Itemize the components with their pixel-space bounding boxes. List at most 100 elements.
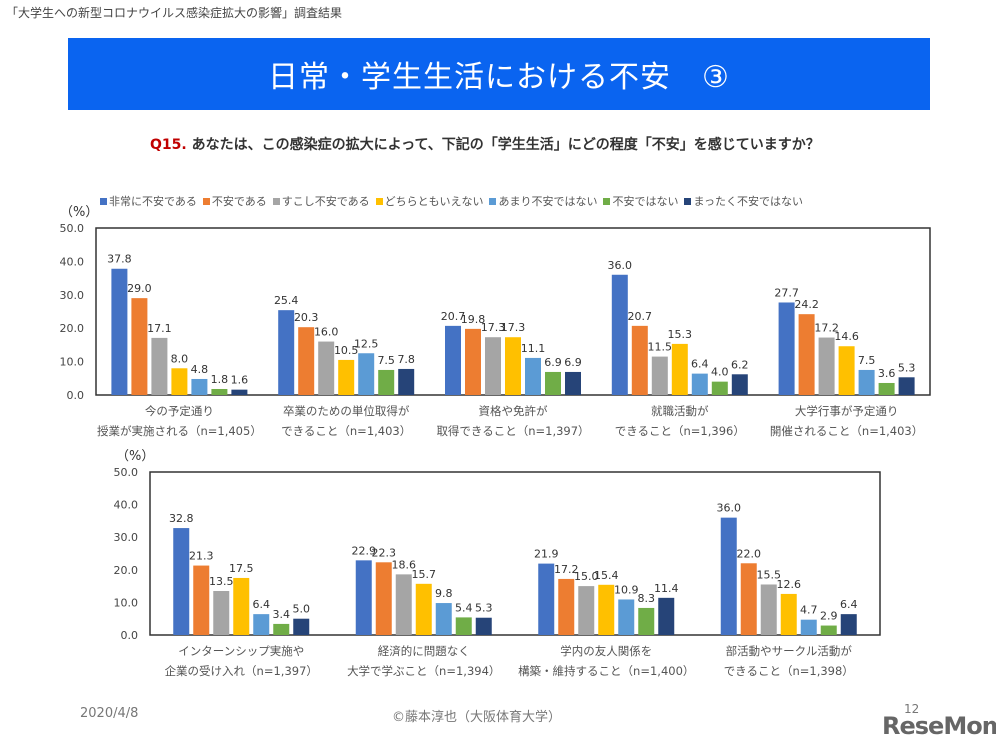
data-label: 5.3 (475, 602, 493, 615)
data-label: 17.2 (814, 322, 839, 335)
data-label: 7.5 (858, 354, 876, 367)
data-label: 17.5 (229, 562, 254, 575)
bar (193, 565, 210, 635)
data-label: 22.3 (372, 546, 397, 559)
legend-item: まったく不安ではない (684, 193, 803, 209)
data-label: 1.6 (231, 374, 249, 387)
y-tick-label: 20.0 (60, 322, 85, 335)
data-label: 15.5 (757, 568, 782, 581)
legend: 非常に不安である 不安である すこし不安である どちらともいえない あまり不安ではない 不… (100, 193, 803, 209)
bar (760, 584, 777, 635)
bar (565, 371, 581, 395)
footer-date: 2020/4/8 (80, 706, 139, 721)
bar (293, 618, 310, 635)
legend-label: どちらともいえない (384, 195, 484, 208)
data-label: 19.8 (461, 313, 486, 326)
data-label: 12.5 (354, 337, 379, 350)
bar (298, 327, 315, 395)
data-label: 25.4 (274, 294, 299, 307)
x-category-label: 大学で学ぶこと（n=1,394） (347, 664, 500, 678)
bar (465, 328, 481, 395)
bar (318, 341, 335, 395)
y-tick-label: 40.0 (114, 499, 139, 512)
slide-header: 「大学生への新型コロナウイルス感染症拡大の影響」調査結果 (6, 6, 343, 20)
bar (658, 597, 675, 635)
legend-label: まったく不安ではない (693, 195, 804, 208)
x-category-label: 開催されること（n=1,403） (770, 424, 923, 438)
x-category-label: 構築・維持すること（n=1,400） (518, 664, 694, 678)
data-label: 10.9 (614, 583, 639, 596)
data-label: 6.9 (544, 356, 562, 369)
question-text: あなたは、この感染症の拡大によって、下記の「学生生活」にどの程度「不安」を感じて… (186, 137, 820, 153)
banner-title: 日常・学生生活における不安 ③ (68, 38, 930, 110)
legend-label: 非常に不安である (109, 195, 197, 208)
data-label: 4.8 (191, 363, 209, 376)
x-category-label: できること（n=1,396） (615, 424, 745, 438)
legend-swatch (489, 198, 497, 205)
data-label: 11.4 (654, 582, 679, 595)
bar (800, 619, 817, 635)
x-category-label: 経済的に問題なく (378, 644, 470, 658)
bar (171, 368, 188, 395)
bar (273, 623, 290, 635)
x-category-label: 取得できること（n=1,397） (436, 424, 589, 438)
data-label: 6.2 (731, 358, 749, 371)
bar (131, 298, 148, 395)
bar (720, 517, 737, 635)
data-label: 1.8 (211, 373, 229, 386)
legend-swatch (272, 198, 280, 205)
legend-swatch (100, 198, 107, 205)
legend-item: 不安ではない (603, 193, 678, 209)
x-category-label: 企業の受け入れ（n=1,397） (165, 664, 318, 678)
bar (838, 346, 855, 395)
bar (211, 388, 228, 395)
bar (475, 617, 492, 635)
bar (840, 614, 857, 635)
bar (191, 378, 208, 395)
bar (395, 574, 412, 635)
legend-item: 非常に不安である (100, 193, 197, 209)
bar (598, 584, 615, 635)
bar (898, 377, 915, 395)
data-label: 13.5 (209, 575, 234, 588)
bar (778, 302, 795, 395)
data-label: 11.5 (648, 341, 673, 354)
bar (538, 563, 555, 635)
y-tick-label: 0.0 (121, 629, 139, 642)
bar (820, 625, 837, 635)
resemom-logo: ReseMom (882, 712, 996, 740)
data-label: 17.1 (147, 322, 172, 335)
data-label: 6.9 (564, 356, 582, 369)
bar (173, 528, 190, 635)
bar (151, 337, 168, 395)
footer-copyright: ©藤本淳也（大阪体育大学） (392, 710, 562, 725)
data-label: 17.3 (501, 321, 526, 334)
bar (231, 389, 248, 395)
data-label: 4.7 (800, 604, 818, 617)
data-label: 29.0 (127, 282, 152, 295)
data-label: 6.4 (840, 598, 858, 611)
bar (378, 369, 395, 395)
x-category-label: インターンシップ実施や (178, 644, 304, 658)
bar (731, 374, 748, 395)
x-category-label: 部活動やサークル活動が (726, 644, 853, 658)
bar (505, 337, 521, 395)
data-label: 15.0 (574, 570, 599, 583)
data-label: 27.7 (774, 286, 799, 299)
legend-item: どちらともいえない (375, 193, 484, 209)
y-tick-label: 10.0 (114, 596, 139, 609)
bar (638, 607, 655, 635)
x-category-label: 授業が実施される（n=1,405） (97, 424, 262, 438)
bar (111, 268, 128, 395)
data-label: 8.0 (171, 352, 189, 365)
bar (631, 325, 648, 395)
bar (671, 343, 688, 395)
x-category-label: 資格や免許が (479, 404, 548, 418)
data-label: 5.3 (898, 361, 916, 374)
x-category-label: 今の予定通り (145, 404, 214, 418)
data-label: 21.3 (189, 550, 214, 563)
data-label: 5.4 (455, 601, 473, 614)
legend-swatch (684, 198, 692, 205)
y-tick-label: 30.0 (114, 531, 139, 544)
legend-item: すこし不安である (272, 193, 370, 209)
